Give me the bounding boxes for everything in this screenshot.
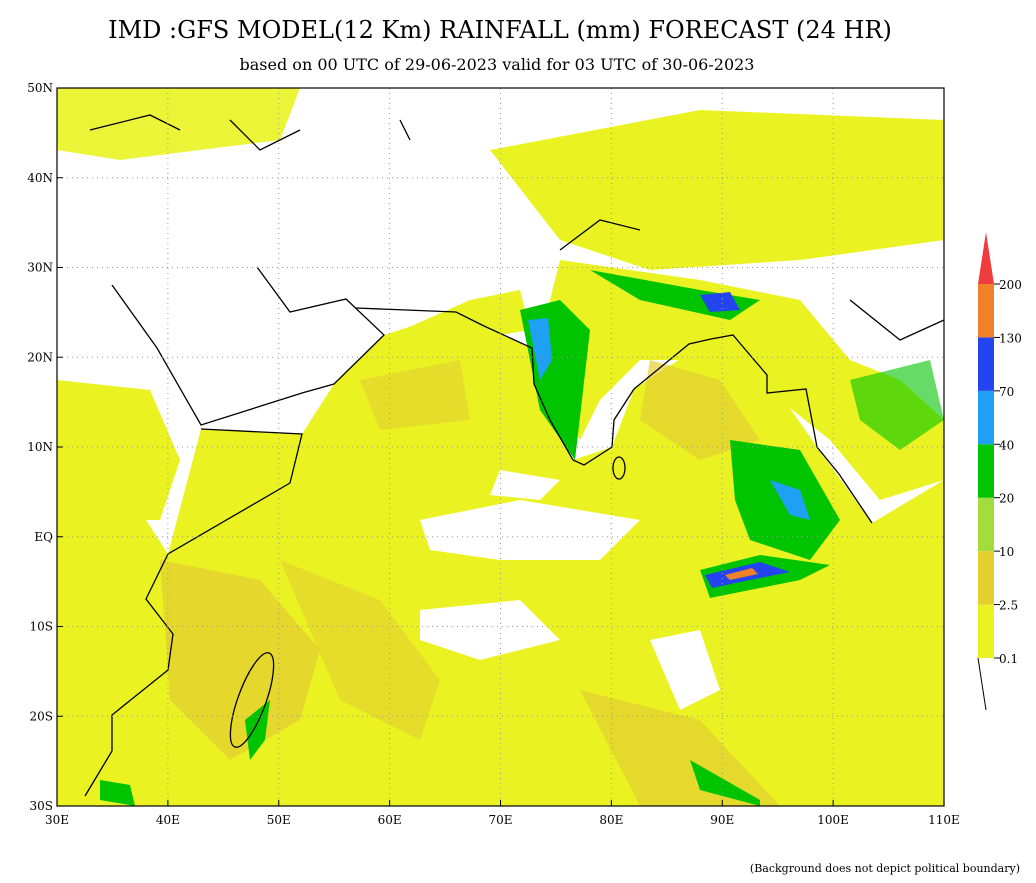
lon-label: 90E — [710, 813, 734, 827]
colorbar-label: 40 — [999, 438, 1014, 452]
title: IMD :GFS MODEL(12 Km) RAINFALL (mm) FORE… — [108, 16, 892, 44]
colorbar-band — [978, 284, 994, 338]
subtitle: based on 00 UTC of 29-06-2023 valid for … — [240, 55, 755, 74]
lat-label: 10N — [27, 440, 53, 454]
lat-label: 50N — [27, 81, 53, 95]
lat-label: 40N — [27, 171, 53, 185]
colorbar-label: 0.1 — [999, 652, 1018, 666]
lat-label: EQ — [34, 530, 53, 544]
footnote: (Background does not depict political bo… — [750, 862, 1020, 875]
colorbar-band — [978, 337, 994, 391]
colorbar-pointer — [977, 657, 987, 711]
colorbar-label: 2.5 — [999, 599, 1018, 613]
lon-label: 60E — [378, 813, 402, 827]
lon-label: 40E — [156, 813, 180, 827]
colorbar: 0.1 2.5 10 20 40 70 130 200 — [977, 232, 1022, 711]
lat-label: 20S — [30, 709, 54, 723]
lat-label: 30N — [27, 261, 53, 275]
colorbar-band — [978, 551, 994, 605]
lat-label: 30S — [30, 799, 54, 813]
lon-label: 70E — [488, 813, 512, 827]
colorbar-band — [978, 390, 994, 445]
graticule: 30E 40E 50E 60E 70E 80E 90E 100E 110E 50N 40N 30N 20… — [27, 81, 960, 827]
lon-label: 30E — [45, 813, 69, 827]
colorbar-label: 20 — [999, 492, 1014, 506]
lon-label: 100E — [817, 813, 849, 827]
lat-label: 10S — [30, 620, 54, 634]
colorbar-label: 200 — [999, 278, 1022, 292]
colorbar-band — [978, 444, 994, 498]
colorbar-label: 10 — [999, 545, 1014, 559]
lon-label: 50E — [267, 813, 291, 827]
map-frame — [56, 87, 945, 807]
lon-label: 80E — [599, 813, 623, 827]
colorbar-label: 130 — [999, 331, 1022, 345]
colorbar-triangle — [978, 232, 994, 284]
colorbar-label: 70 — [999, 385, 1014, 399]
colorbar-band — [978, 497, 994, 552]
colorbar-band — [978, 604, 994, 658]
lon-label: 110E — [928, 813, 960, 827]
lat-label: 20N — [27, 350, 53, 364]
